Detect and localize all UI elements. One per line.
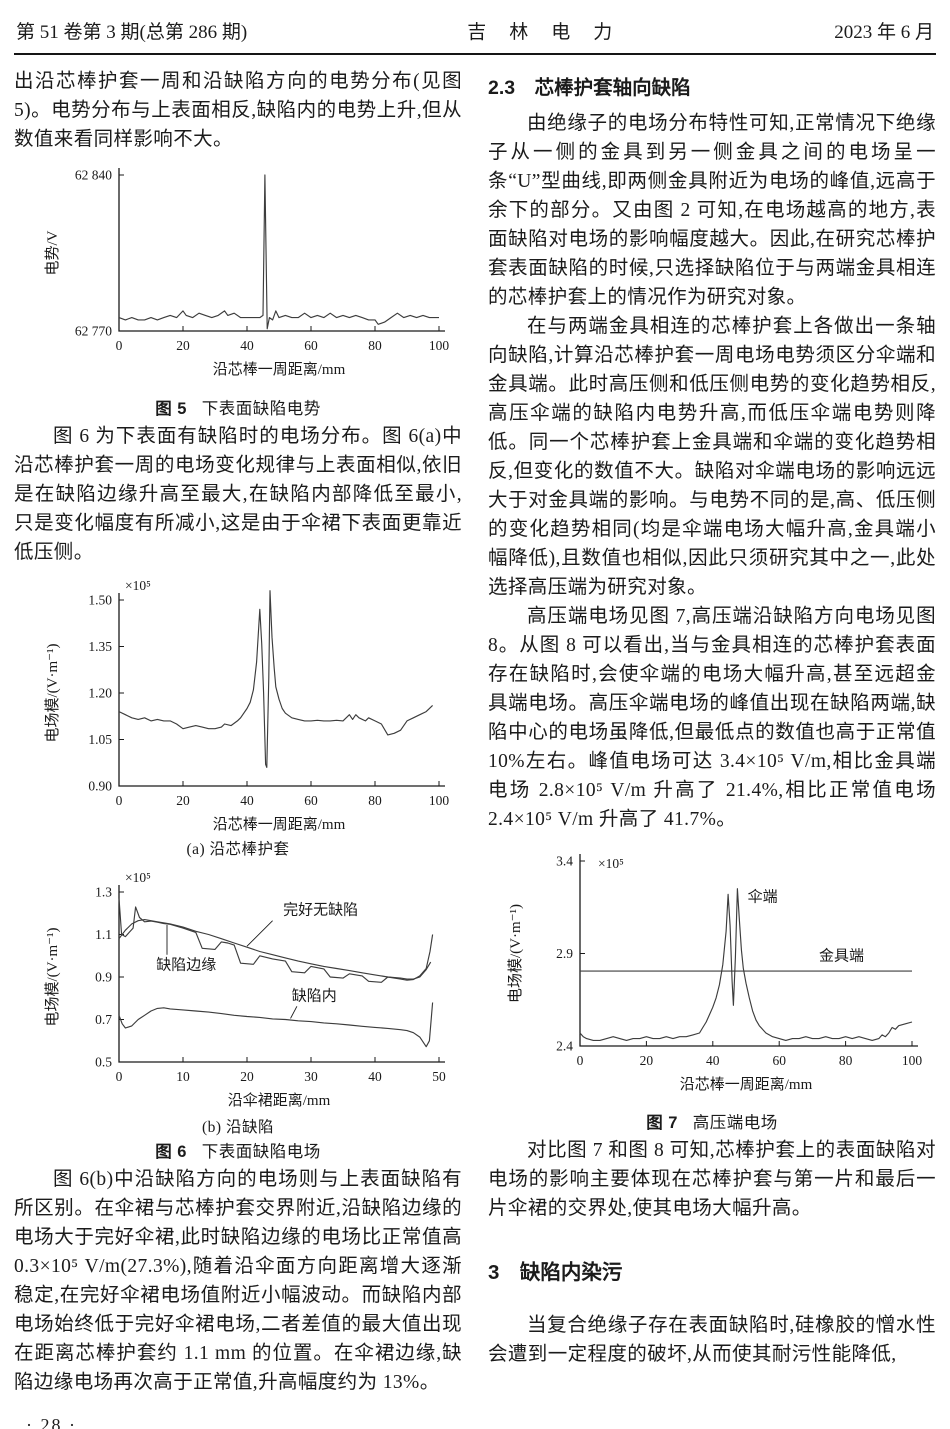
svg-text:60: 60 [304, 338, 318, 353]
svg-text:完好无缺陷: 完好无缺陷 [283, 901, 358, 918]
svg-text:40: 40 [706, 1053, 720, 1068]
svg-text:20: 20 [176, 793, 190, 808]
figure-6b: 0 10 20 30 40 50 0.5 0.7 0.9 1.1 1.3 ×10⁵ 沿伞裙距离/mm 电场… [14, 864, 462, 1162]
journal-title: 吉 林 电 力 [467, 22, 615, 43]
svg-text:沿伞裙距离/mm: 沿伞裙距离/mm [228, 1092, 331, 1109]
svg-text:20: 20 [240, 1069, 254, 1084]
svg-text:电场模/(V·m⁻¹): 电场模/(V·m⁻¹) [44, 927, 61, 1026]
paragraph: 高压端电场见图 7,高压端沿缺陷方向电场见图 8。从图 8 可以看出,当与金具相… [488, 606, 936, 830]
right-column: 2.3 芯棒护套轴向缺陷 由绝缘子的电场分布特性可知,正常情况下绝缘子从一侧的金… [488, 67, 936, 1429]
svg-text:1.20: 1.20 [88, 686, 112, 701]
svg-text:电势/V: 电势/V [44, 230, 61, 275]
paragraph: 由绝缘子的电场分布特性可知,正常情况下绝缘子从一侧的金具到另一侧金具之间的电场呈… [488, 113, 936, 308]
svg-text:62 770: 62 770 [75, 324, 112, 339]
paragraph: 在与两端金具相连的芯棒护套上各做出一条轴向缺陷,计算沿芯棒护套一周电场电势须区分… [488, 316, 936, 598]
paragraph: 图 6 为下表面有缺陷时的电场分布。图 6(a)中沿芯棒护套一周的电场变化规律与… [14, 426, 462, 563]
journal-header: 第 51 卷第 3 期(总第 286 期) 吉 林 电 力 2023 年 6 月 [0, 0, 950, 53]
header-rule [14, 53, 936, 55]
svg-text:沿芯棒一周距离/mm: 沿芯棒一周距离/mm [680, 1076, 813, 1093]
svg-text:20: 20 [176, 338, 190, 353]
svg-text:40: 40 [368, 1069, 382, 1084]
paragraph: 当复合绝缘子存在表面缺陷时,硅橡胶的憎水性会遭到一定程度的破坏,从而使其耐污性能… [488, 1315, 936, 1365]
figure-7-label: 图 7 [646, 1114, 678, 1132]
figure-6-label: 图 6 [155, 1143, 187, 1161]
svg-text:0: 0 [116, 793, 123, 808]
svg-text:100: 100 [429, 793, 450, 808]
svg-text:×10⁵: ×10⁵ [598, 856, 624, 871]
figure-5-chart: 0 20 40 60 80 100 62 770 62 840 沿芯棒一周距离/mm 电势/V [44, 168, 450, 379]
svg-text:60: 60 [304, 793, 318, 808]
heading-2-3: 2.3 芯棒护套轴向缺陷 [488, 77, 691, 99]
svg-text:伞端: 伞端 [748, 889, 778, 906]
figure-7-chart: 0 20 40 60 80 100 2.4 2.9 3.4 ×10⁵ 沿芯棒一周距离/mm 电场模/(… [507, 854, 923, 1094]
svg-text:60: 60 [772, 1053, 786, 1068]
svg-text:沿芯棒一周距离/mm: 沿芯棒一周距离/mm [213, 361, 346, 378]
svg-text:2.9: 2.9 [556, 946, 573, 961]
two-column-body: 出沿芯棒护套一周和沿缺陷方向的电势分布(见图 5)。电势分布与上表面相反,缺陷内… [0, 55, 950, 1429]
svg-text:10: 10 [176, 1069, 190, 1084]
svg-text:0: 0 [116, 338, 123, 353]
paragraph: 对比图 7 和图 8 可知,芯棒护套上的表面缺陷对电场的影响主要体现在芯棒护套与… [488, 1140, 936, 1219]
figure-7-caption: 图 7 高压端电场 [488, 1109, 936, 1133]
figure-6a-subcaption: (a) 沿芯棒护套 [186, 841, 290, 858]
svg-text:缺陷内: 缺陷内 [292, 987, 337, 1004]
svg-text:0.90: 0.90 [88, 779, 112, 794]
figure-6a: 0 20 40 60 80 100 0.90 1.05 1.20 1.35 1.50 ×10⁵ 沿芯棒一… [14, 572, 462, 859]
svg-text:0.9: 0.9 [95, 970, 112, 985]
svg-text:电场模/(V·m⁻¹): 电场模/(V·m⁻¹) [44, 643, 61, 742]
figure-5-title: 下表面缺陷电势 [201, 399, 321, 418]
figure-6-title: 下表面缺陷电场 [201, 1142, 321, 1161]
svg-text:30: 30 [304, 1069, 318, 1084]
paragraph: 图 6(b)中沿缺陷方向的电场则与上表面缺陷有所区别。在伞裙与芯棒护套交界附近,… [14, 1169, 462, 1393]
issue-info: 第 51 卷第 3 期(总第 286 期) [16, 22, 248, 43]
svg-text:50: 50 [432, 1069, 446, 1084]
svg-text:80: 80 [368, 338, 382, 353]
figure-6b-chart: 0 10 20 30 40 50 0.5 0.7 0.9 1.1 1.3 ×10⁵ 沿伞裙距离/mm 电场… [44, 870, 446, 1109]
svg-text:0.7: 0.7 [95, 1012, 112, 1027]
svg-text:100: 100 [902, 1053, 923, 1068]
svg-text:1.1: 1.1 [95, 927, 112, 942]
page-number: · 28 · [26, 1415, 77, 1429]
figure-5: 0 20 40 60 80 100 62 770 62 840 沿芯棒一周距离/mm 电势/V 图… [14, 159, 462, 419]
svg-text:20: 20 [640, 1053, 654, 1068]
svg-text:40: 40 [240, 793, 254, 808]
svg-text:1.3: 1.3 [95, 885, 112, 900]
svg-text:×10⁵: ×10⁵ [125, 870, 151, 885]
figure-5-label: 图 5 [155, 400, 187, 418]
svg-text:100: 100 [429, 338, 450, 353]
svg-text:80: 80 [839, 1053, 853, 1068]
left-column: 出沿芯棒护套一周和沿缺陷方向的电势分布(见图 5)。电势分布与上表面相反,缺陷内… [14, 67, 462, 1429]
svg-text:62 840: 62 840 [75, 168, 112, 183]
heading-3: 3 缺陷内染污 [488, 1261, 623, 1284]
svg-text:40: 40 [240, 338, 254, 353]
svg-text:×10⁵: ×10⁵ [125, 578, 151, 593]
svg-text:电场模/(V·m⁻¹): 电场模/(V·m⁻¹) [507, 904, 524, 1003]
figure-6a-chart: 0 20 40 60 80 100 0.90 1.05 1.20 1.35 1.50 ×10⁵ 沿芯棒一… [44, 578, 450, 833]
svg-text:1.05: 1.05 [88, 732, 112, 747]
svg-text:0: 0 [577, 1053, 584, 1068]
svg-text:80: 80 [368, 793, 382, 808]
figure-6-caption: 图 6 下表面缺陷电场 [14, 1138, 462, 1162]
svg-text:0.5: 0.5 [95, 1055, 112, 1070]
svg-text:1.50: 1.50 [88, 593, 112, 608]
svg-text:3.4: 3.4 [556, 854, 573, 869]
figure-5-caption: 图 5 下表面缺陷电势 [14, 395, 462, 419]
issue-date: 2023 年 6 月 [834, 22, 934, 43]
svg-text:缺陷边缘: 缺陷边缘 [156, 957, 216, 974]
figure-7: 0 20 40 60 80 100 2.4 2.9 3.4 ×10⁵ 沿芯棒一周距离/mm 电场模/(… [488, 839, 936, 1133]
svg-text:沿芯棒一周距离/mm: 沿芯棒一周距离/mm [213, 816, 346, 833]
svg-text:金具端: 金具端 [819, 948, 864, 965]
figure-6b-subcaption: (b) 沿缺陷 [202, 1119, 274, 1136]
svg-text:1.35: 1.35 [88, 639, 112, 654]
paragraph: 出沿芯棒护套一周和沿缺陷方向的电势分布(见图 5)。电势分布与上表面相反,缺陷内… [14, 71, 462, 150]
svg-text:2.4: 2.4 [556, 1039, 573, 1054]
figure-7-title: 高压端电场 [692, 1113, 778, 1132]
svg-text:0: 0 [116, 1069, 123, 1084]
